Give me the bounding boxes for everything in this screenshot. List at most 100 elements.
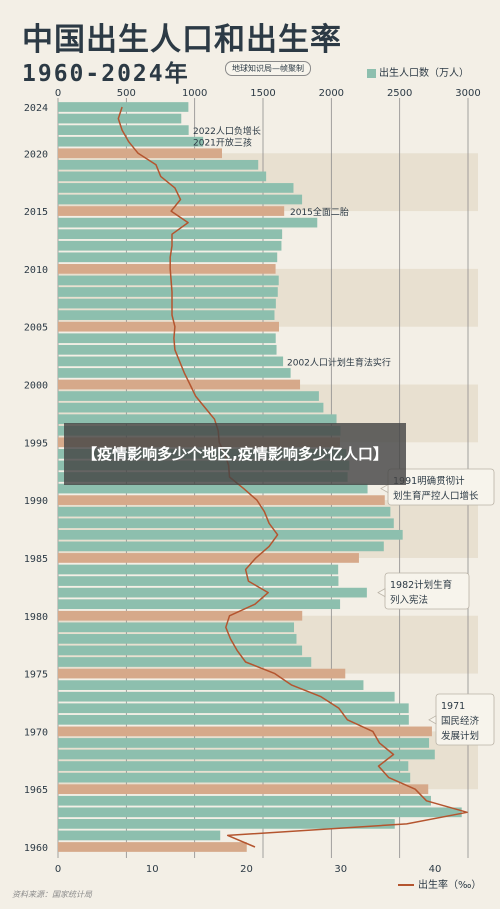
- bar-1964: [58, 795, 431, 806]
- chart-subtitle-years: 1960-2024年: [22, 61, 190, 87]
- bar-2008: [58, 287, 278, 297]
- bar-1998: [58, 402, 324, 413]
- annotation-1982-line: 列入宪法: [390, 594, 428, 606]
- bar-1984: [58, 564, 339, 575]
- chart-title: 中国出生人口和出生率: [22, 22, 342, 58]
- bottom-axis-tick-label: 40: [429, 864, 442, 875]
- top-axis-tick-label: 2500: [387, 88, 412, 99]
- bar-1971: [58, 714, 409, 725]
- bar-2018: [58, 171, 267, 182]
- bar-1986: [58, 541, 384, 552]
- year-tick-label: 1975: [24, 670, 48, 681]
- bar-2011: [58, 252, 278, 263]
- legend-line-label: 出生率（‰）: [418, 880, 482, 891]
- bar-2013: [58, 229, 283, 240]
- annotation-2022: 2022人口负增长: [193, 125, 261, 137]
- bar-2005: [58, 321, 279, 332]
- annotation-1982-line: 1982计划生育: [390, 579, 452, 591]
- bar-2007: [58, 298, 276, 309]
- year-tick-label: 1995: [24, 438, 48, 449]
- year-tick-label: 1965: [24, 785, 48, 796]
- bottom-axis-tick-label: 0: [55, 864, 61, 875]
- bar-1978: [58, 634, 297, 644]
- year-tick-label: 1990: [24, 496, 48, 507]
- bar-1985: [58, 553, 359, 563]
- annotation-1991-pointer: [380, 483, 389, 494]
- top-axis-tick-label: 1500: [250, 88, 275, 99]
- bottom-axis-tick-label: 30: [334, 864, 347, 875]
- year-tick-label: 2015: [24, 207, 48, 218]
- bar-2009: [58, 275, 279, 286]
- year-tick-label: 1970: [24, 727, 48, 738]
- top-axis-tick-label: 3000: [455, 88, 480, 99]
- bar-1988: [58, 518, 394, 529]
- bar-1963: [58, 807, 462, 818]
- annotation-1991-line: 1991明确贯彻计: [393, 475, 465, 487]
- bar-1989: [58, 506, 391, 517]
- top-axis-tick-label: 500: [117, 88, 136, 99]
- bar-2006: [58, 310, 275, 320]
- bar-1999: [58, 391, 319, 401]
- bar-2012: [58, 240, 282, 251]
- bar-1976: [58, 657, 312, 667]
- top-axis-tick-label: 0: [55, 88, 61, 99]
- bar-1973: [58, 691, 395, 702]
- legend-bar-swatch: [367, 68, 376, 78]
- year-tick-label: 2010: [24, 265, 48, 276]
- bottom-axis-tick-label: 10: [146, 864, 159, 875]
- year-tick-label: 2005: [24, 323, 48, 334]
- annotation-1991-line: 划生育严控人口增长: [393, 490, 479, 502]
- bar-2023: [58, 113, 182, 124]
- legend-line-swatch: [398, 884, 414, 886]
- bar-1972: [58, 703, 409, 714]
- annotation-1971-line: 1971: [441, 701, 465, 712]
- annotation-2002: 2002人口计划生育法实行: [287, 356, 391, 368]
- credit-badge: 地球知识局—帧聚制: [225, 61, 311, 76]
- bar-2019: [58, 159, 259, 170]
- bar-2010: [58, 264, 276, 274]
- top-axis-tick-label: 1000: [182, 88, 207, 99]
- bar-1983: [58, 576, 339, 586]
- bar-1970: [58, 726, 432, 737]
- year-tick-label: 1980: [24, 612, 48, 623]
- bar-1966: [58, 772, 411, 783]
- bar-2000: [58, 379, 301, 390]
- bar-1981: [58, 599, 341, 610]
- bar-1960: [58, 842, 247, 852]
- year-tick-label: 2024: [24, 103, 48, 114]
- bar-2004: [58, 333, 276, 344]
- year-tick-label: 2000: [24, 381, 48, 392]
- bar-1990: [58, 495, 385, 505]
- bar-1962: [58, 819, 395, 829]
- legend-bar-label: 出生人口数（万人）: [379, 68, 469, 79]
- headline-overlay[interactable]: 【疫情影响多少个地区,疫情影响多少亿人口】: [64, 423, 406, 485]
- top-axis-tick-label: 2000: [319, 88, 344, 99]
- annotation-2021: 2021开放三孩: [193, 137, 252, 149]
- annotation-1971-line: 国民经济: [441, 715, 480, 727]
- bar-2021: [58, 136, 204, 147]
- year-tick-label: 2020: [24, 149, 48, 160]
- bar-1997: [58, 414, 337, 425]
- bar-1979: [58, 622, 295, 633]
- bar-1980: [58, 610, 303, 621]
- bar-2024: [58, 102, 189, 112]
- bar-1965: [58, 784, 429, 795]
- annotation-1982-pointer: [377, 587, 386, 598]
- annotation-1971-pointer: [428, 715, 437, 725]
- bar-1991: [58, 483, 368, 494]
- bottom-axis-tick-label: 20: [240, 864, 253, 875]
- bar-1987: [58, 529, 403, 540]
- bar-2022: [58, 125, 189, 135]
- year-tick-label: 1960: [24, 843, 48, 854]
- bar-1961: [58, 830, 221, 841]
- bar-1982: [58, 587, 367, 598]
- legend-line: 出生率（‰）: [398, 876, 481, 891]
- data-source: 资料来源：国家统计局: [12, 890, 92, 899]
- bar-2020: [58, 148, 222, 159]
- year-tick-label: 1985: [24, 554, 48, 565]
- headline-text: 【疫情影响多少个地区,疫情影响多少亿人口】: [82, 445, 388, 463]
- bar-1977: [58, 645, 303, 656]
- annotation-2015: 2015全面二胎: [290, 206, 349, 218]
- bar-2001: [58, 368, 291, 378]
